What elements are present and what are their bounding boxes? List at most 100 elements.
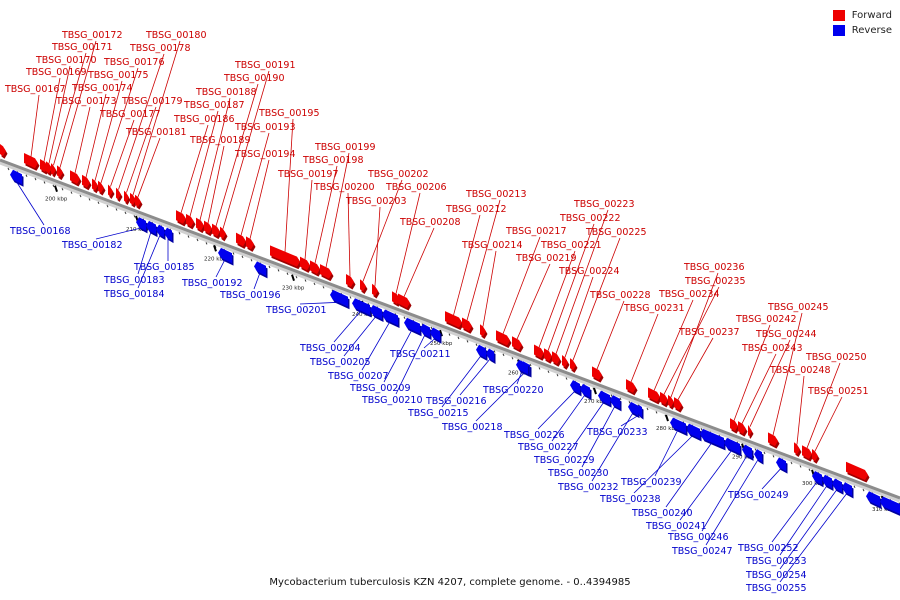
minor-tick <box>655 411 658 414</box>
forward-gene <box>738 421 746 435</box>
forward-gene <box>320 264 332 279</box>
forward-gene <box>46 161 52 174</box>
minor-tick <box>529 363 532 367</box>
gene-label: TBSG_00198 <box>302 155 364 166</box>
reverse-gene <box>580 383 590 398</box>
leader-line <box>596 300 625 370</box>
gene-label: TBSG_00193 <box>234 122 296 133</box>
forward-gene <box>544 348 552 362</box>
gene-label: TBSG_00185 <box>133 262 195 273</box>
leader-line <box>677 337 714 400</box>
legend-forward: Forward <box>832 8 892 23</box>
tick-label: 260 kbp <box>508 371 531 377</box>
forward-gene <box>57 165 63 178</box>
minor-tick <box>808 468 811 472</box>
leader-line <box>199 97 231 221</box>
leader-line <box>395 192 421 294</box>
forward-gene <box>768 432 778 447</box>
leader-line <box>395 334 426 395</box>
leader-line <box>620 414 640 427</box>
axis-line <box>0 158 900 500</box>
minor-tick <box>304 279 307 282</box>
gene-label: TBSG_00210 <box>361 395 423 406</box>
gene-label: TBSG_00194 <box>234 149 296 160</box>
reverse-gene <box>516 359 528 375</box>
gene-label: TBSG_00221 <box>540 240 602 251</box>
leader-line <box>581 405 616 468</box>
forward-gene <box>360 279 366 292</box>
reverse-gene <box>754 449 762 463</box>
forward-gene <box>0 144 6 157</box>
leader-line <box>453 214 481 316</box>
gene-label: TBSG_00214 <box>461 240 523 251</box>
leader-line <box>572 237 621 361</box>
forward-gene <box>372 283 378 296</box>
leader-line <box>249 159 270 239</box>
forward-gene <box>300 256 310 271</box>
minor-tick <box>457 336 460 340</box>
reverse-gene <box>700 428 724 448</box>
legend: Forward Reverse <box>832 8 892 38</box>
minor-tick <box>430 326 433 330</box>
gene-label: TBSG_00246 <box>667 532 729 543</box>
gene-label: TBSG_00216 <box>425 396 487 407</box>
forward-gene <box>51 163 56 176</box>
gene-label: TBSG_00169 <box>25 67 87 78</box>
gene-label: TBSG_00199 <box>314 142 376 153</box>
minor-tick <box>403 316 406 319</box>
reverse-gene <box>570 380 580 394</box>
leader-line <box>779 485 828 556</box>
reverse-gene <box>330 289 348 307</box>
reverse-gene <box>776 457 786 472</box>
reverse-gene <box>156 224 164 238</box>
forward-gene <box>674 397 682 411</box>
forward-gene <box>570 358 576 371</box>
reverse-swatch <box>832 25 845 36</box>
reverse-gene <box>136 217 146 231</box>
forward-gene <box>660 391 668 405</box>
reverse-gene <box>146 220 156 235</box>
minor-tick <box>511 357 514 360</box>
reverse-gene <box>486 348 494 362</box>
gene-label: TBSG_00219 <box>515 253 577 264</box>
forward-gene <box>512 336 522 351</box>
leader-line <box>110 119 135 187</box>
leader-line <box>361 321 391 371</box>
forward-gene <box>70 170 80 185</box>
gene-label: TBSG_00168 <box>9 226 71 237</box>
gene-label: TBSG_00207 <box>327 371 389 382</box>
minor-tick <box>322 286 325 289</box>
gene-label: TBSG_00252 <box>737 543 799 554</box>
reverse-gene <box>822 474 832 489</box>
leader-line <box>284 118 294 253</box>
minor-tick <box>178 232 181 235</box>
forward-gene <box>24 153 38 169</box>
major-tick <box>54 185 58 192</box>
minor-tick <box>862 488 865 492</box>
minor-tick <box>493 350 496 353</box>
gene-label: TBSG_00249 <box>727 490 789 501</box>
leader-line <box>796 375 805 445</box>
minor-tick <box>268 265 271 269</box>
leader-line <box>94 80 123 181</box>
minor-tick <box>70 191 73 194</box>
leader-line <box>665 442 713 508</box>
reverse-gene <box>610 395 620 409</box>
minor-tick <box>88 198 91 201</box>
gene-label: TBSG_00220 <box>482 385 544 396</box>
tick-label: 250 kbp <box>430 341 453 347</box>
leader-line <box>240 132 270 236</box>
gene-label: TBSG_00253 <box>745 556 807 567</box>
forward-gene <box>626 379 636 393</box>
reverse-gene <box>254 261 266 276</box>
minor-tick <box>547 370 550 374</box>
leader-line <box>222 70 270 229</box>
leader-line <box>15 180 45 226</box>
gene-label: TBSG_00173 <box>55 96 117 107</box>
reverse-gene <box>628 401 638 416</box>
leader-line <box>132 40 181 196</box>
forward-gene <box>794 442 800 455</box>
genome-axis: 200 kbp 210 kbp 220 kbp 230 kbp 240 kbp 250 k… <box>0 158 900 513</box>
tick-label: 200 kbp <box>45 197 68 203</box>
gene-label: TBSG_00228 <box>589 290 651 301</box>
